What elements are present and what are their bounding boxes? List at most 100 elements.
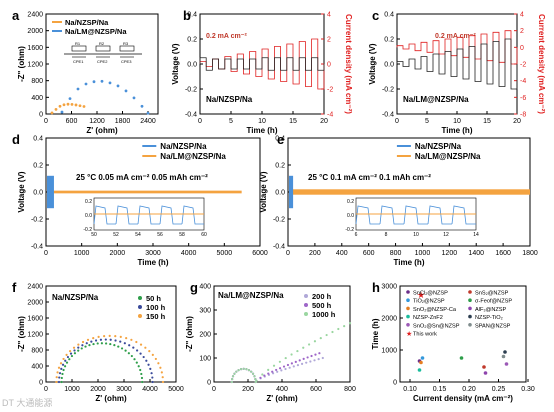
- legend-label-1: SnS₂@NZSP: [475, 291, 509, 297]
- legend-label-3: σ-Feof@NZSP: [475, 299, 512, 305]
- y-tick-label-f: 0: [39, 380, 43, 387]
- x-tick-label-f: 3000: [116, 386, 132, 393]
- legend-swatch-6: [406, 314, 410, 319]
- data-point-2: [81, 340, 85, 344]
- data-point-0: [50, 111, 54, 115]
- data-point-0: [321, 356, 324, 360]
- x-tick-label-b: 15: [289, 118, 297, 125]
- y-axis-label-f: -Z" (ohm): [17, 316, 26, 352]
- data-point-1: [90, 340, 93, 343]
- data-point-1: [77, 346, 80, 349]
- y-tick-label-a: 800: [31, 78, 43, 85]
- data-point-1: [100, 79, 104, 83]
- data-point-2: [245, 368, 248, 371]
- data-point-2: [325, 333, 328, 337]
- data-point-2: [92, 337, 95, 340]
- data-point-0: [70, 354, 74, 358]
- x-tick-label-f: 5000: [168, 386, 184, 393]
- data-point-2: [56, 371, 59, 374]
- x-tick-label-h: 0.25: [492, 386, 506, 393]
- legend-label-9: SPAN@NZSP: [475, 323, 511, 329]
- data-point-1: [60, 367, 63, 370]
- legend-swatch-0: [304, 294, 308, 298]
- data-point-1: [314, 353, 317, 356]
- data-point-2: [151, 353, 154, 356]
- x-axis-label-a: Z' (ohm): [86, 126, 118, 135]
- panel-letter-g: g: [190, 280, 198, 295]
- annotation-c: 0.2 mA cm⁻²: [435, 33, 476, 40]
- data-point-2: [235, 370, 238, 373]
- data-point-1: [57, 380, 61, 384]
- data-point-2: [231, 377, 234, 381]
- data-point-0: [105, 342, 108, 345]
- data-point-2: [114, 334, 117, 338]
- inset-trace-blue: [93, 205, 204, 225]
- data-point-1: [76, 87, 80, 91]
- data-point-1: [99, 338, 103, 341]
- legend-label-10: This work: [413, 332, 437, 338]
- data-point-2: [230, 380, 233, 384]
- data-point-0: [77, 349, 80, 352]
- y2-tick-label-c: -6: [520, 95, 526, 102]
- data-point-0: [124, 349, 127, 352]
- x-tick-label-d: 2000: [110, 250, 126, 257]
- data-point-2: [231, 375, 235, 378]
- circuit-label: R1: [75, 41, 81, 46]
- data-point-0: [109, 342, 112, 346]
- x-axis-label-b: Time (h): [247, 126, 278, 135]
- data-point-2: [284, 356, 287, 360]
- data-point-2: [290, 353, 293, 356]
- data-point-1: [68, 97, 72, 101]
- x-tick-label-d: 5000: [217, 250, 233, 257]
- data-point-1: [58, 372, 62, 375]
- x-tick-label-c: 0: [395, 118, 399, 125]
- data-point-0: [78, 104, 82, 108]
- voltage-trace-b: [199, 57, 325, 71]
- data-point-2: [348, 322, 352, 325]
- inset-x-tick-d: 56: [157, 232, 163, 238]
- data-point-0: [276, 370, 279, 373]
- data-point-2: [254, 377, 257, 381]
- y-tick-label-h: 0: [393, 380, 397, 387]
- y-tick-label-g: 0: [207, 380, 211, 387]
- y2-tick-label-b: 0: [327, 62, 331, 69]
- x-tick-label-e: 800: [390, 250, 402, 257]
- data-point-0: [66, 102, 70, 106]
- data-point-1: [60, 110, 64, 114]
- data-point-2: [161, 380, 165, 384]
- legend-label-4: SnO₂@NZSP-Ca: [413, 307, 457, 313]
- panel-e: e 0 200 400 600 800 1000 1200 1400 1600 1800 -0.4 -0…: [259, 132, 538, 267]
- data-point-0: [80, 347, 83, 350]
- legend-label-1: 100 h: [146, 303, 166, 312]
- data-point-0: [127, 352, 130, 355]
- inset-y-tick-e: -0.2: [345, 227, 354, 233]
- data-point-0: [309, 360, 312, 363]
- inset-y-tick-d: -0.2: [83, 227, 92, 233]
- data-point-2: [139, 343, 143, 346]
- legend-label-8: SnO₂@Sn@NZSP: [413, 323, 460, 329]
- data-point-2: [261, 373, 264, 376]
- x-tick-label-g: 200: [242, 386, 254, 393]
- panel-letter-c: c: [372, 8, 379, 23]
- data-point-8: [504, 362, 509, 366]
- x-tick-label-c: 15: [483, 118, 491, 125]
- inset-x-tick-e: 14: [473, 232, 479, 238]
- data-point-1: [136, 349, 139, 352]
- y-tick-label-h: 3000: [381, 284, 397, 291]
- y2-tick-label-c: -4: [520, 78, 526, 85]
- data-point-1: [81, 344, 84, 347]
- y-tick-label-c: 0.2: [384, 37, 394, 44]
- y-tick-label-c: 0.4: [384, 12, 394, 19]
- data-point-0: [74, 103, 78, 107]
- data-point-2: [313, 340, 317, 343]
- data-point-1: [64, 359, 67, 362]
- y2-tick-label-b: -2: [327, 87, 333, 94]
- data-point-1: [149, 367, 152, 370]
- data-point-2: [159, 366, 162, 369]
- y-tick-label-h: 1000: [381, 348, 397, 355]
- data-point-2: [55, 376, 58, 379]
- x-tick-label-a: 600: [66, 118, 78, 125]
- data-point-2: [130, 338, 133, 341]
- data-point-9: [501, 354, 506, 359]
